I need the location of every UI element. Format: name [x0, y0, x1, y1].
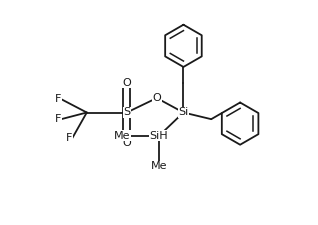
Text: O: O: [122, 137, 131, 148]
Text: S: S: [123, 108, 130, 117]
Text: Me: Me: [114, 131, 130, 141]
Text: O: O: [152, 93, 161, 103]
Text: SiH: SiH: [150, 131, 168, 141]
Text: F: F: [66, 133, 72, 143]
Text: O: O: [122, 77, 131, 88]
Text: F: F: [55, 114, 61, 124]
Text: F: F: [55, 94, 61, 104]
Text: Me: Me: [151, 161, 167, 171]
Text: Si: Si: [178, 108, 189, 117]
